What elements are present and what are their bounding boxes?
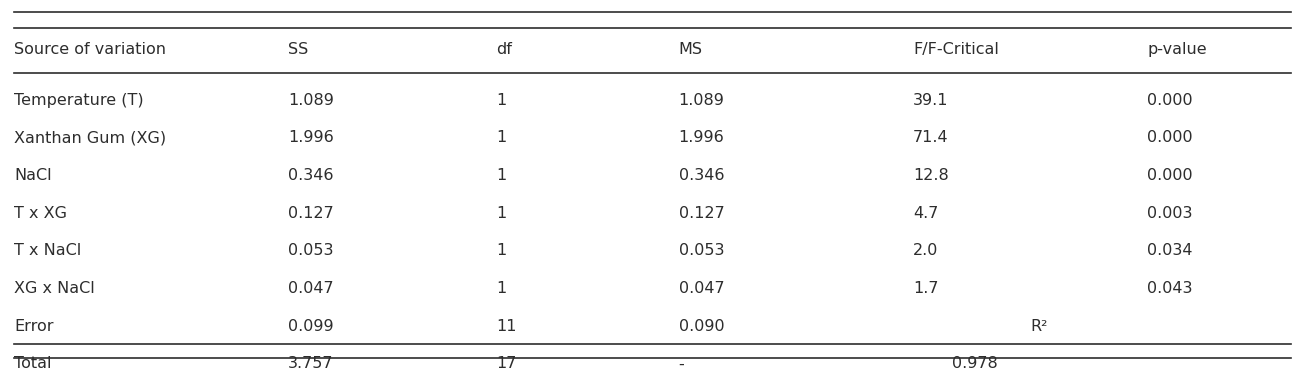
Text: XG x NaCl: XG x NaCl	[14, 281, 95, 296]
Text: 1: 1	[496, 130, 506, 145]
Text: 1.089: 1.089	[288, 93, 334, 108]
Text: 1: 1	[496, 206, 506, 221]
Text: 11: 11	[496, 319, 517, 334]
Text: F/F-Critical: F/F-Critical	[913, 42, 998, 57]
Text: 1.996: 1.996	[288, 130, 334, 145]
Text: 71.4: 71.4	[913, 130, 949, 145]
Text: 1: 1	[496, 281, 506, 296]
Text: MS: MS	[679, 42, 702, 57]
Text: p-value: p-value	[1147, 42, 1207, 57]
Text: -: -	[679, 356, 684, 371]
Text: 2.0: 2.0	[913, 243, 938, 258]
Text: 39.1: 39.1	[913, 93, 949, 108]
Text: 0.127: 0.127	[288, 206, 334, 221]
Text: 0.047: 0.047	[288, 281, 334, 296]
Text: 1: 1	[496, 168, 506, 183]
Text: 1: 1	[496, 93, 506, 108]
Text: Error: Error	[14, 319, 54, 334]
Text: 0.053: 0.053	[679, 243, 724, 258]
Text: 17: 17	[496, 356, 517, 371]
Text: df: df	[496, 42, 512, 57]
Text: SS: SS	[288, 42, 308, 57]
Text: 0.003: 0.003	[1147, 206, 1193, 221]
Text: 0.346: 0.346	[679, 168, 724, 183]
Text: Xanthan Gum (XG): Xanthan Gum (XG)	[14, 130, 167, 145]
Text: 0.127: 0.127	[679, 206, 724, 221]
Text: 0.090: 0.090	[679, 319, 724, 334]
Text: 12.8: 12.8	[913, 168, 949, 183]
Text: 1.7: 1.7	[913, 281, 938, 296]
Text: T x NaCl: T x NaCl	[14, 243, 82, 258]
Text: 0.047: 0.047	[679, 281, 724, 296]
Text: 0.043: 0.043	[1147, 281, 1193, 296]
Text: 0.099: 0.099	[288, 319, 334, 334]
Text: R²: R²	[1030, 319, 1048, 334]
Text: 1.089: 1.089	[679, 93, 724, 108]
Text: 0.346: 0.346	[288, 168, 333, 183]
Text: NaCl: NaCl	[14, 168, 52, 183]
Text: T x XG: T x XG	[14, 206, 68, 221]
Text: Total: Total	[14, 356, 52, 371]
Text: Temperature (T): Temperature (T)	[14, 93, 144, 108]
Text: 0.000: 0.000	[1147, 168, 1193, 183]
Text: 0.000: 0.000	[1147, 130, 1193, 145]
Text: 0.053: 0.053	[288, 243, 333, 258]
Text: Source of variation: Source of variation	[14, 42, 167, 57]
Text: 0.978: 0.978	[953, 356, 998, 371]
Text: 3.757: 3.757	[288, 356, 333, 371]
Text: 1: 1	[496, 243, 506, 258]
Text: 0.000: 0.000	[1147, 93, 1193, 108]
Text: 4.7: 4.7	[913, 206, 938, 221]
Text: 0.034: 0.034	[1147, 243, 1193, 258]
Text: 1.996: 1.996	[679, 130, 724, 145]
